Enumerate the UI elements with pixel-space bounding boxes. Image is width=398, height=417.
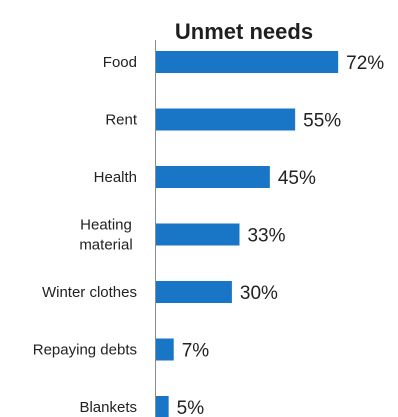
value-label-repaying-debts: 7%	[182, 341, 210, 362]
category-label-blankets: Blankets	[79, 399, 137, 416]
value-label-blankets: 5%	[177, 398, 205, 417]
bar-repaying-debts	[156, 338, 174, 361]
bar-winter-clothes	[156, 281, 232, 303]
value-label-health: 45%	[278, 168, 316, 189]
category-label-rent: Rent	[105, 112, 138, 129]
category-label-food: Food	[103, 54, 137, 71]
value-label-winter-clothes: 30%	[240, 283, 278, 304]
bar-health	[156, 166, 270, 188]
bar-food	[156, 51, 339, 73]
bar-rent	[156, 108, 296, 131]
bars-group: 72% Food 55% Rent 45% Health 33% Heating materia…	[33, 51, 384, 417]
value-label-food: 72%	[346, 53, 384, 74]
bar-blankets	[156, 396, 169, 417]
value-label-heating-material: 33%	[247, 226, 285, 247]
category-label-winter-clothes: Winter clothes	[42, 284, 137, 301]
category-label-repaying-debts: Repaying debts	[33, 342, 137, 359]
category-label-health: Health	[94, 169, 137, 186]
chart-title: Unmet needs	[175, 19, 313, 44]
value-label-rent: 55%	[303, 111, 341, 132]
bar-heating-material	[156, 223, 240, 246]
category-label-heating-material: Heating material	[79, 217, 132, 254]
